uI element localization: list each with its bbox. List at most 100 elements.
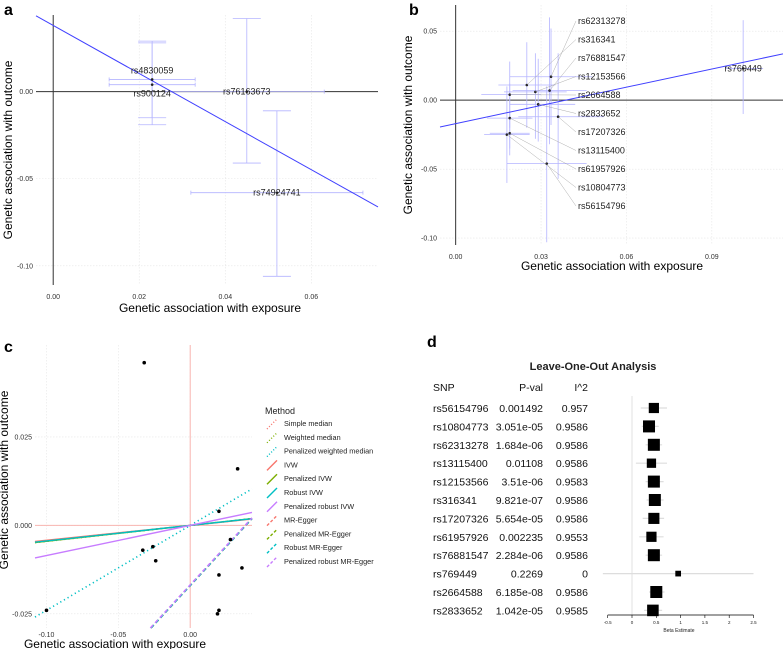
effect-square xyxy=(646,458,657,468)
row-pval: 1.684e-06 xyxy=(496,440,543,452)
legend-key xyxy=(266,487,278,499)
forest-tick-label: 2 xyxy=(728,620,731,625)
panel-label-d: d xyxy=(427,334,437,351)
snp-label: rs10804773 xyxy=(578,183,626,193)
row-snp: rs62313278 xyxy=(433,440,489,452)
data-point xyxy=(240,566,244,570)
legend-label: Weighted median xyxy=(284,433,341,442)
data-point xyxy=(217,608,221,613)
label-leader-line xyxy=(550,20,577,77)
x-tick-label: 0.02 xyxy=(132,294,146,301)
effect-square xyxy=(643,420,656,433)
forest-title: Leave-One-Out Analysis xyxy=(530,361,657,373)
legend-key xyxy=(266,501,278,513)
data-point xyxy=(215,612,220,616)
data-point xyxy=(142,360,147,365)
row-i2: 0.9586 xyxy=(556,587,588,599)
legend-label: Penalized robust IVW xyxy=(284,502,354,511)
forest-tick-label: 0 xyxy=(631,620,634,625)
legend-key xyxy=(266,473,278,485)
y-tick-label: 0.000 xyxy=(14,523,32,530)
legend-key xyxy=(266,528,278,540)
snp-label: rs76881547 xyxy=(578,53,626,63)
x-tick-label: 0.00 xyxy=(449,254,463,261)
snp-label: rs56154796 xyxy=(578,201,626,211)
snp-label: rs769449 xyxy=(724,63,762,73)
row-pval: 5.654e-05 xyxy=(496,513,543,525)
x-tick-label: 0.03 xyxy=(534,254,548,261)
label-leader-line xyxy=(526,39,577,86)
row-i2: 0.957 xyxy=(562,403,588,415)
snp-label: rs17207326 xyxy=(578,127,626,137)
x-tick-label: 0.06 xyxy=(305,294,319,301)
method-lines xyxy=(34,488,253,629)
label-leader-line xyxy=(535,76,577,93)
x-tick-label: 0.09 xyxy=(705,254,719,261)
label-leader-line xyxy=(546,163,577,207)
data-point xyxy=(153,558,158,563)
row-snp: rs17207326 xyxy=(433,513,489,525)
label-leader-line xyxy=(509,117,577,151)
y-tick-label: 0.05 xyxy=(423,29,437,36)
data-point xyxy=(150,78,154,81)
forest-x-label: Beta Estimate xyxy=(663,628,694,634)
row-snp: rs10804773 xyxy=(433,421,489,433)
legend-key xyxy=(266,432,278,444)
row-i2: 0.9586 xyxy=(556,513,588,525)
row-pval: 1.042e-05 xyxy=(496,605,543,617)
legend-key xyxy=(266,556,278,568)
snp-label: rs13115400 xyxy=(578,146,625,156)
row-pval: 2.284e-06 xyxy=(496,550,543,562)
data-point xyxy=(228,537,233,542)
x-axis-title: Genetic association with exposure xyxy=(521,259,703,273)
panel-d-leave-one-out: Leave-One-Out Analysis SNP P-val I^2 rs56154… xyxy=(433,361,757,634)
legend-key xyxy=(266,542,278,554)
y-tick-label: 0.00 xyxy=(423,98,437,105)
method-line xyxy=(34,511,253,559)
effect-square xyxy=(675,570,682,577)
legend-label: Penalized MR-Egger xyxy=(284,529,352,538)
row-i2: 0.9553 xyxy=(556,532,588,544)
legend-key xyxy=(266,418,278,430)
row-snp: rs769449 xyxy=(433,569,477,581)
x-axis-title: Genetic association with exposure xyxy=(24,637,206,649)
effect-square xyxy=(647,475,660,488)
data-point xyxy=(245,90,249,93)
effect-square xyxy=(647,549,660,562)
effect-square xyxy=(646,531,657,542)
effect-square xyxy=(648,494,661,506)
panel-label-a: a xyxy=(4,2,13,19)
y-axis-title: Genetic association with outcome xyxy=(1,60,15,239)
row-pval: 0.002235 xyxy=(499,532,543,544)
row-snp: rs12153566 xyxy=(433,477,489,489)
y-tick-label: -0.10 xyxy=(421,236,437,243)
data-point xyxy=(140,548,145,552)
forest-tick-label: 0.5 xyxy=(653,620,660,625)
data-point xyxy=(150,83,154,86)
row-pval: 0.001492 xyxy=(499,403,543,415)
legend-label: Penalized IVW xyxy=(284,474,332,483)
method-line xyxy=(150,518,253,629)
row-i2: 0.9586 xyxy=(556,458,588,470)
y-tick-label: -0.025 xyxy=(12,611,32,618)
row-pval: 3.051e-05 xyxy=(496,421,543,433)
method-line xyxy=(34,488,253,618)
regression-line xyxy=(35,15,379,208)
row-pval: 3.51e-06 xyxy=(502,477,544,489)
data-point xyxy=(741,67,745,70)
y-tick-label: 0.00 xyxy=(19,89,33,96)
column-header-snp: SNP xyxy=(433,382,455,394)
data-point xyxy=(508,116,512,120)
effect-square xyxy=(647,604,659,617)
effect-square xyxy=(647,438,660,451)
row-snp: rs56154796 xyxy=(433,403,489,415)
legend-label: IVW xyxy=(284,460,298,469)
data-point xyxy=(508,93,512,96)
legend-key xyxy=(266,446,278,458)
column-header-pval: P-val xyxy=(519,382,543,394)
row-pval: 0.01108 xyxy=(506,458,543,470)
y-tick-label: -0.10 xyxy=(17,263,33,270)
data-point xyxy=(44,608,49,613)
row-snp: rs61957926 xyxy=(433,532,489,544)
